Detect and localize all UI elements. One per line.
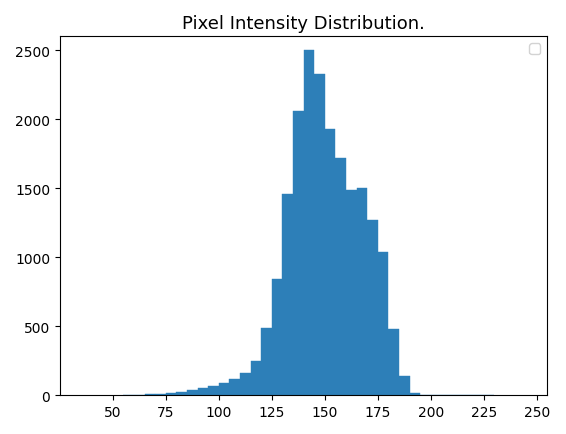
- Bar: [399, 376, 410, 395]
- Bar: [187, 391, 198, 395]
- Bar: [261, 328, 272, 395]
- Bar: [282, 194, 293, 395]
- Bar: [219, 383, 229, 395]
- Bar: [388, 329, 399, 395]
- Bar: [229, 379, 240, 395]
- Bar: [251, 361, 261, 395]
- Bar: [357, 189, 367, 395]
- Bar: [378, 252, 388, 395]
- Bar: [346, 190, 357, 395]
- Bar: [410, 393, 420, 395]
- Bar: [145, 394, 155, 395]
- Bar: [293, 112, 303, 395]
- Bar: [208, 386, 219, 395]
- Bar: [166, 393, 177, 395]
- Bar: [325, 129, 336, 395]
- Bar: [177, 392, 187, 395]
- Bar: [303, 51, 314, 395]
- Bar: [367, 220, 378, 395]
- Bar: [240, 373, 251, 395]
- Bar: [336, 158, 346, 395]
- Bar: [198, 388, 208, 395]
- Bar: [155, 394, 166, 395]
- Legend: : [529, 44, 541, 55]
- Title: Pixel Intensity Distribution.: Pixel Intensity Distribution.: [182, 15, 425, 33]
- Bar: [272, 279, 282, 395]
- Bar: [314, 75, 325, 395]
